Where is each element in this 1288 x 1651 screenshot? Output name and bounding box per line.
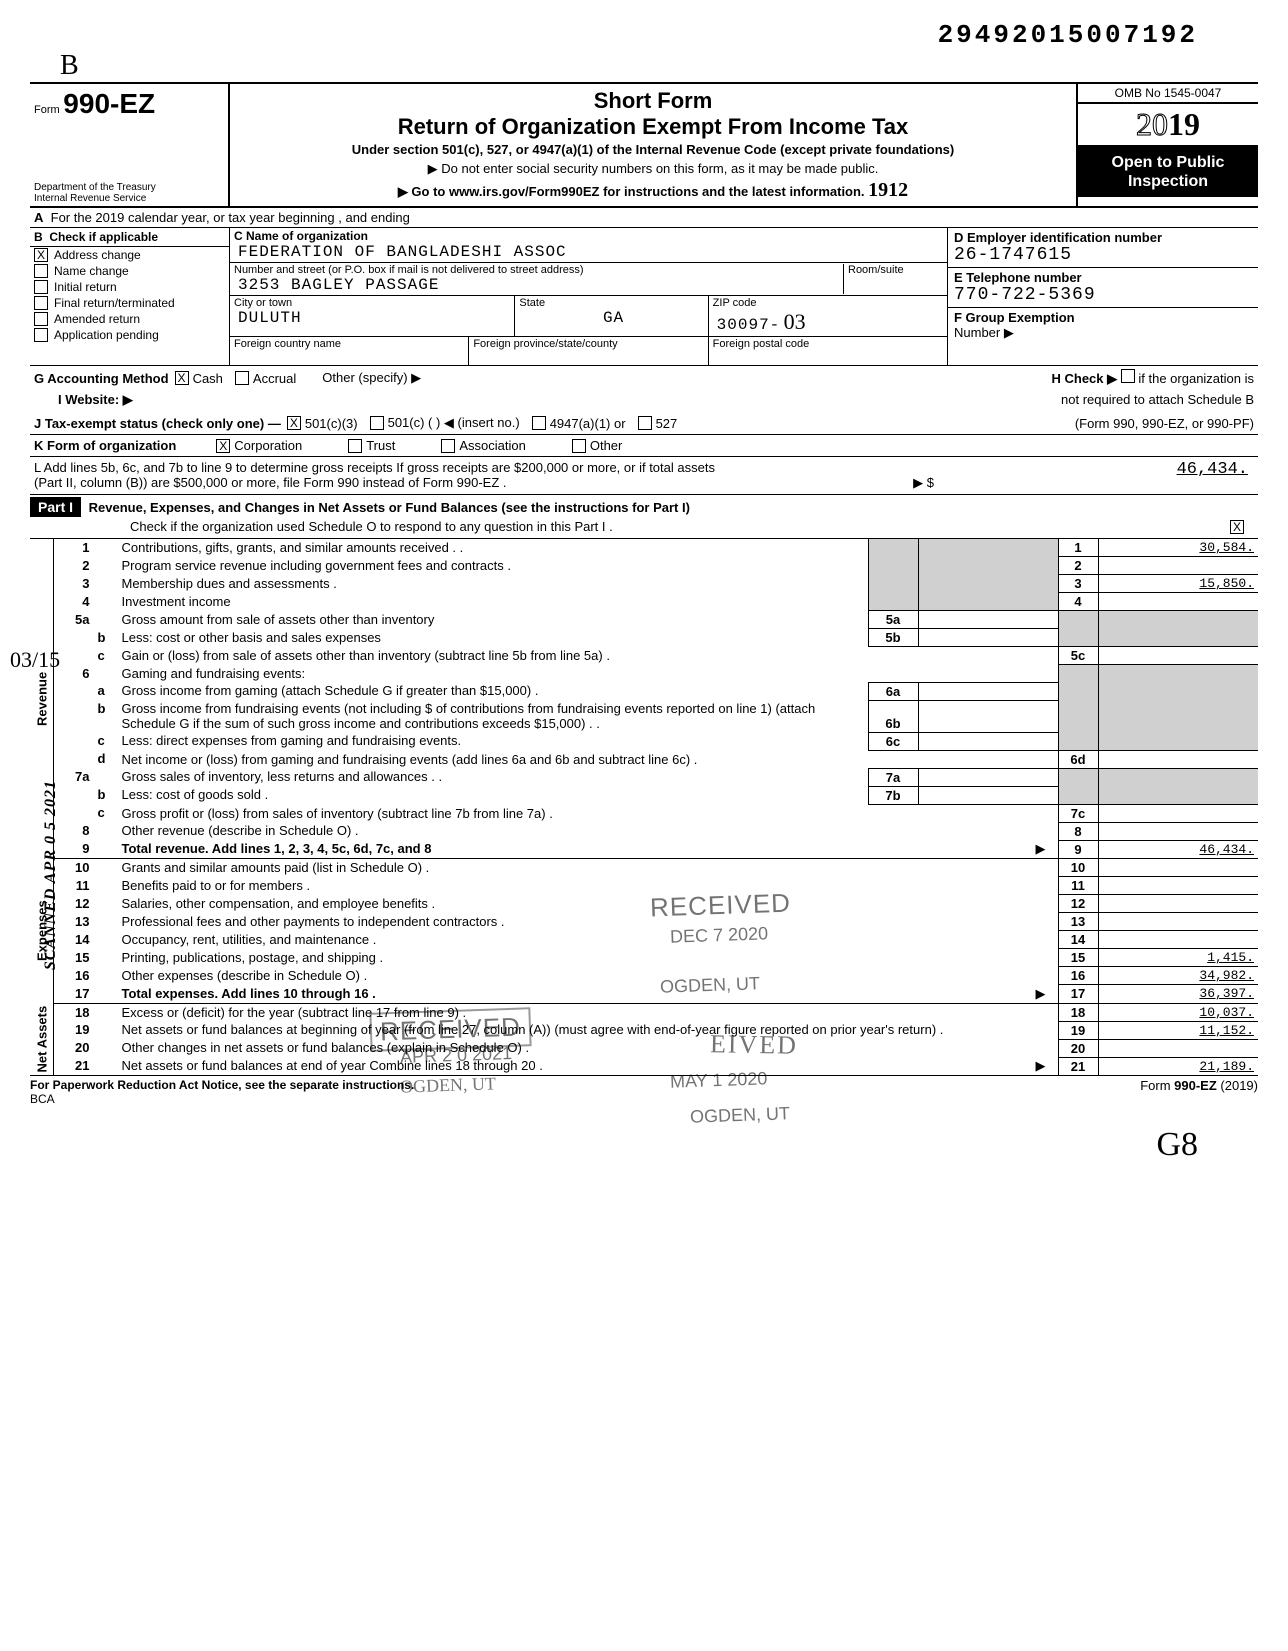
state-label: State — [519, 297, 703, 309]
foreign-postal-label: Foreign postal code — [713, 338, 943, 350]
bca: BCA — [30, 1092, 55, 1106]
state: GA — [519, 309, 703, 327]
tel-label: E Telephone number — [954, 270, 1252, 285]
city-label: City or town — [234, 297, 510, 309]
open-public-1: Open to Public — [1080, 153, 1256, 172]
ssn-note: ▶ Do not enter social security numbers o… — [238, 161, 1068, 177]
chk-527[interactable] — [638, 416, 652, 430]
row-l-arrow: ▶ $ — [913, 475, 1104, 491]
form-subtitle: Under section 501(c), 527, or 4947(a)(1)… — [238, 142, 1068, 157]
zip: 30097- — [713, 316, 781, 334]
line21-amt: 21,189. — [1098, 1057, 1258, 1076]
form-header: Form 990-EZ Department of the Treasury I… — [30, 82, 1258, 208]
name-label: C Name of organization — [234, 229, 943, 243]
form-title: Return of Organization Exempt From Incom… — [238, 114, 1068, 140]
chk-sched-o[interactable]: X — [1230, 520, 1244, 534]
side-expenses: Expenses — [30, 859, 54, 1003]
form-prefix: Form — [34, 104, 60, 116]
chk-sched-b[interactable] — [1121, 369, 1135, 383]
form-number: 990-EZ — [63, 88, 155, 119]
side-net-assets: Net Assets — [30, 1003, 54, 1076]
zip-hand: 03 — [784, 309, 806, 334]
dept-irs: Internal Revenue Service — [34, 193, 156, 204]
row-i: I Website: ▶ — [58, 392, 133, 408]
row-h: H Check ▶ if the organization is — [1051, 369, 1254, 387]
row-h-3: (Form 990, 990-EZ, or 990-PF) — [1075, 416, 1254, 431]
chk-4947[interactable] — [532, 416, 546, 430]
foreign-prov-label: Foreign province/state/county — [473, 338, 703, 350]
col-b-checkboxes: B Check if applicable XAddress change Na… — [30, 228, 230, 365]
row-l-2: (Part II, column (B)) are $500,000 or mo… — [34, 475, 507, 490]
hand-year: 1912 — [868, 179, 908, 201]
form-version: Form 990-EZ (2019) — [1140, 1078, 1258, 1106]
chk-cash[interactable]: X — [175, 371, 189, 385]
line3-amt: 15,850. — [1098, 575, 1258, 593]
telephone: 770-722-5369 — [954, 285, 1252, 305]
row-k-label: K Form of organization — [34, 438, 176, 453]
street-address: 3253 BAGLEY PASSAGE — [234, 276, 843, 294]
room-label: Room/suite — [848, 264, 943, 276]
row-l-1: L Add lines 5b, 6c, and 7b to line 9 to … — [34, 460, 1104, 475]
line1-amt: 30,584. — [1098, 539, 1258, 557]
chk-amended[interactable] — [34, 312, 48, 326]
omb-number: OMB No 1545-0047 — [1078, 84, 1258, 104]
row-h-2: not required to attach Schedule B — [1061, 392, 1254, 407]
part1-table: Revenue 1 Contributions, gifts, grants, … — [30, 539, 1258, 1076]
org-name: FEDERATION OF BANGLADESHI ASSOC — [234, 243, 943, 261]
paperwork-notice: For Paperwork Reduction Act Notice, see … — [30, 1078, 414, 1092]
part1-check: Check if the organization used Schedule … — [130, 519, 613, 534]
chk-assoc[interactable] — [441, 439, 455, 453]
chk-initial-return[interactable] — [34, 280, 48, 294]
tax-year: 20201919 — [1078, 104, 1258, 147]
group-exemption-label: F Group Exemption — [954, 310, 1252, 325]
short-form-label: Short Form — [238, 88, 1068, 114]
chk-accrual[interactable] — [235, 371, 249, 385]
chk-final-return[interactable] — [34, 296, 48, 310]
street-label: Number and street (or P.O. box if mail i… — [234, 264, 843, 276]
side-revenue: Revenue — [30, 539, 54, 859]
city: DULUTH — [234, 309, 510, 327]
line18-amt: 10,037. — [1098, 1003, 1258, 1021]
chk-other-org[interactable] — [572, 439, 586, 453]
line17-total-expenses: 36,397. — [1098, 985, 1258, 1004]
chk-501c[interactable] — [370, 416, 384, 430]
chk-corp[interactable]: X — [216, 439, 230, 453]
part1-tag: Part I — [30, 497, 81, 517]
chk-trust[interactable] — [348, 439, 362, 453]
foreign-country-label: Foreign country name — [234, 338, 464, 350]
chk-address-change[interactable]: X — [34, 248, 48, 262]
open-public-2: Inspection — [1080, 172, 1256, 191]
chk-name-change[interactable] — [34, 264, 48, 278]
signature: G8 — [30, 1106, 1258, 1164]
line15-amt: 1,415. — [1098, 949, 1258, 967]
goto-note: ▶ Go to www.irs.gov/Form990EZ for instru… — [398, 184, 865, 199]
part1-title: Revenue, Expenses, and Changes in Net As… — [85, 500, 690, 515]
zip-label: ZIP code — [713, 297, 943, 309]
line16-amt: 34,982. — [1098, 967, 1258, 985]
row-j-label: J Tax-exempt status (check only one) — — [34, 416, 281, 431]
ein-label: D Employer identification number — [954, 230, 1252, 245]
group-number-label: Number ▶ — [954, 325, 1252, 341]
line9-total-revenue: 46,434. — [1098, 840, 1258, 859]
scribble-b: B — [60, 50, 1258, 82]
dept-treasury: Department of the Treasury — [34, 182, 156, 193]
row-a: A For the 2019 calendar year, or tax yea… — [30, 208, 1258, 228]
ein: 26-1747615 — [954, 245, 1252, 265]
chk-app-pending[interactable] — [34, 328, 48, 342]
line19-amt: 11,152. — [1098, 1021, 1258, 1039]
gross-receipts: 46,434. — [1104, 460, 1254, 491]
dln-number: 29492015007192 — [30, 20, 1258, 50]
row-g-label: G Accounting Method — [34, 371, 169, 386]
other-specify: Other (specify) ▶ — [322, 370, 421, 386]
chk-501c3[interactable]: X — [287, 416, 301, 430]
